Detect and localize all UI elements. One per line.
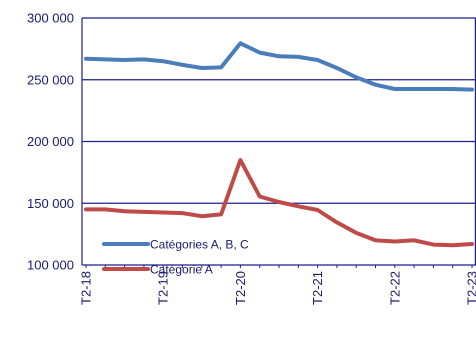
axes bbox=[81, 18, 476, 268]
x-tick-label: T2-21 bbox=[310, 271, 325, 305]
x-tick-label: T2-20 bbox=[233, 271, 248, 305]
legend-label-2: Catégorie A bbox=[150, 263, 213, 277]
x-tick-label: T2-23 bbox=[465, 271, 476, 305]
y-tick-labels: 100 000 150 000 200 000 250 000 300 000 bbox=[27, 11, 74, 273]
series-line-1 bbox=[84, 41, 474, 92]
y-tick-label: 250 000 bbox=[27, 72, 74, 87]
legend: Catégories A, B, C Catégorie A bbox=[102, 238, 249, 277]
x-tick-label: T2-19 bbox=[156, 271, 171, 305]
y-tick-label: 100 000 bbox=[27, 258, 74, 273]
y-tick-label: 200 000 bbox=[27, 134, 74, 149]
x-tick-labels: T2-18 T2-19 T2-20 T2-21 T2-22 T2-23 bbox=[79, 271, 476, 305]
y-tick-label: 300 000 bbox=[27, 11, 74, 26]
x-tick-label: T2-18 bbox=[79, 271, 94, 305]
legend-label-1: Catégories A, B, C bbox=[150, 238, 249, 252]
gridlines bbox=[82, 17, 476, 204]
y-tick-label: 150 000 bbox=[27, 196, 74, 211]
series-lines bbox=[84, 41, 474, 248]
x-tick-label: T2-22 bbox=[387, 271, 402, 305]
series-line-2 bbox=[84, 158, 474, 248]
